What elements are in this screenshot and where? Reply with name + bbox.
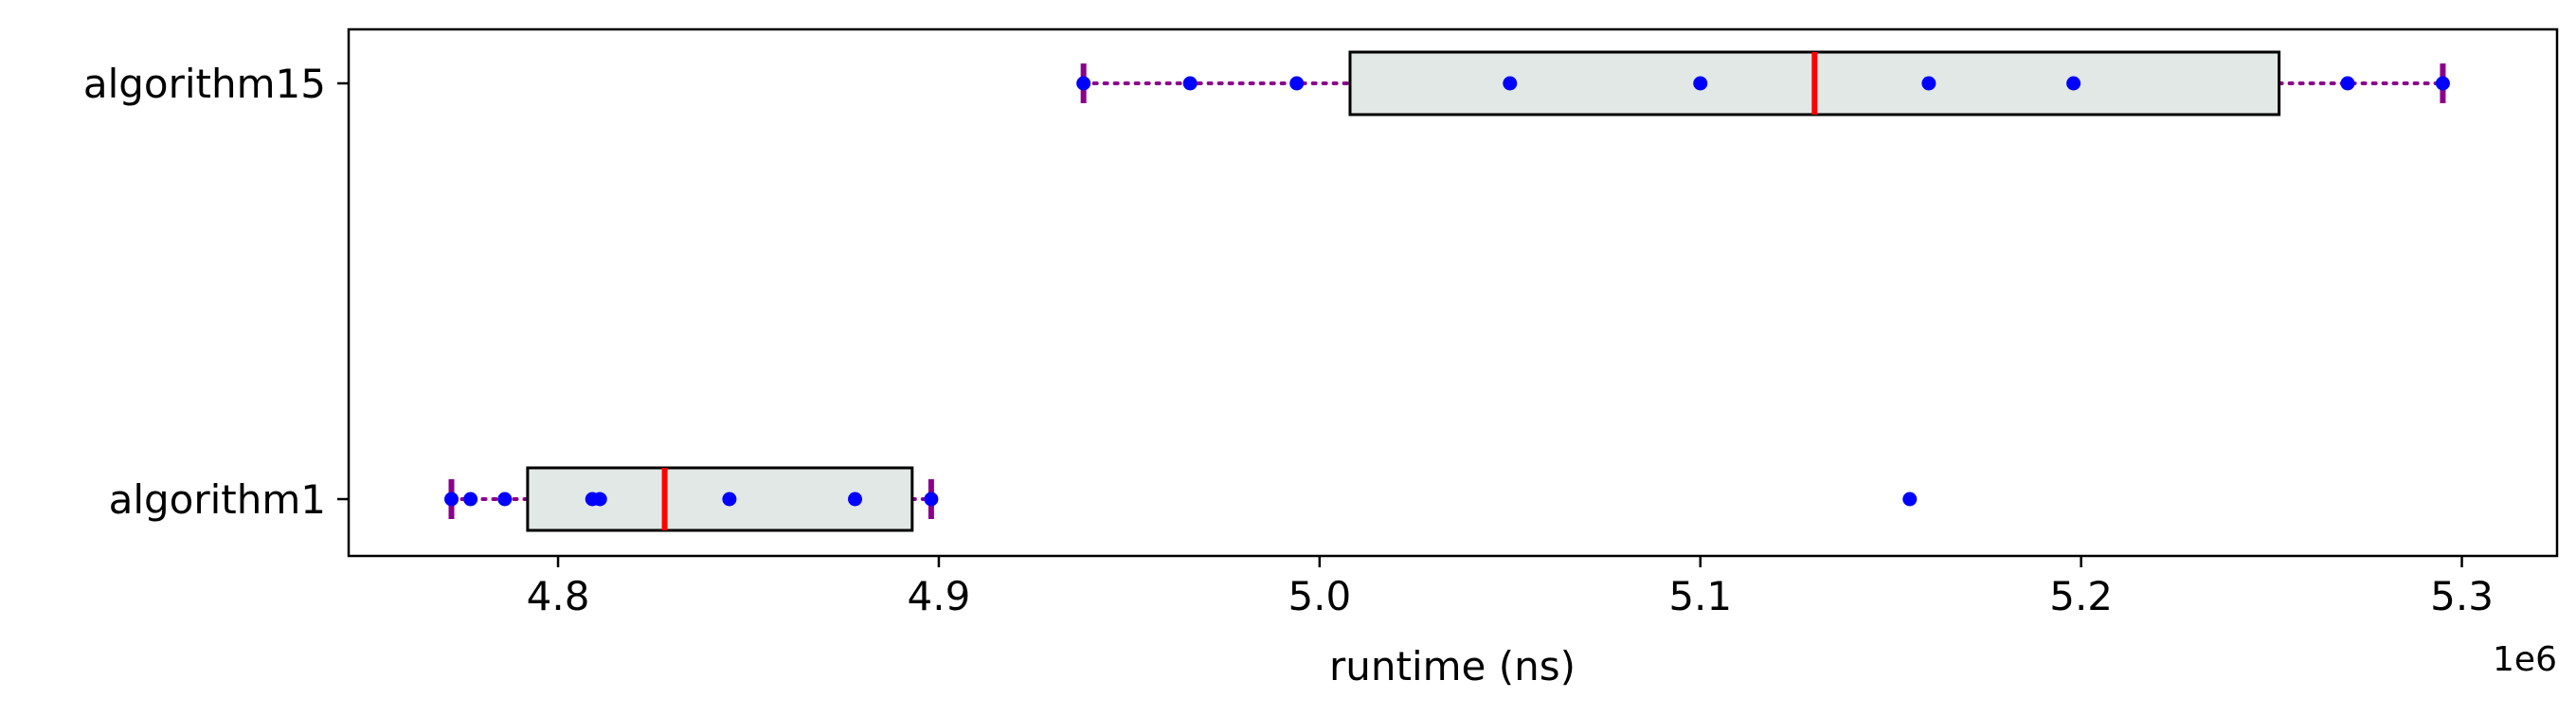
series-algorithm15 xyxy=(1076,50,2450,116)
x-tick-label: 5.1 xyxy=(1668,573,1732,619)
x-axis: 4.8 4.9 5.0 5.1 5.2 5.3 xyxy=(527,556,2494,619)
data-point xyxy=(1503,76,1518,91)
data-point xyxy=(848,492,863,507)
x-tick-label: 5.3 xyxy=(2430,573,2494,619)
x-tick-label: 5.2 xyxy=(2049,573,2113,619)
data-point xyxy=(1182,76,1198,91)
y-tick-label: algorithm1 xyxy=(109,476,326,523)
data-point xyxy=(1693,76,1708,91)
data-point xyxy=(924,492,939,507)
series-algorithm1 xyxy=(444,466,1918,532)
x-tick-label: 4.9 xyxy=(908,573,971,619)
data-point xyxy=(1921,76,1937,91)
y-tick-label: algorithm15 xyxy=(83,61,326,107)
data-point xyxy=(2066,76,2081,91)
plot-frame xyxy=(347,27,2559,558)
data-point xyxy=(722,492,737,507)
data-point xyxy=(463,492,478,507)
data-point xyxy=(2340,76,2355,91)
data-point xyxy=(497,492,513,507)
y-axis: algorithm1 algorithm15 xyxy=(83,61,349,523)
data-point xyxy=(1289,76,1305,91)
data-point xyxy=(1076,76,1091,91)
data-point xyxy=(1902,492,1918,507)
data-point xyxy=(2435,76,2450,91)
data-point xyxy=(592,492,607,507)
x-tick-label: 4.8 xyxy=(527,573,590,619)
x-axis-label: runtime (ns) xyxy=(1329,643,1576,689)
plot-area xyxy=(444,50,2450,532)
x-tick-label: 5.0 xyxy=(1288,573,1351,619)
data-point xyxy=(444,492,459,507)
x-axis-offset-label: 1e6 xyxy=(2493,640,2557,679)
